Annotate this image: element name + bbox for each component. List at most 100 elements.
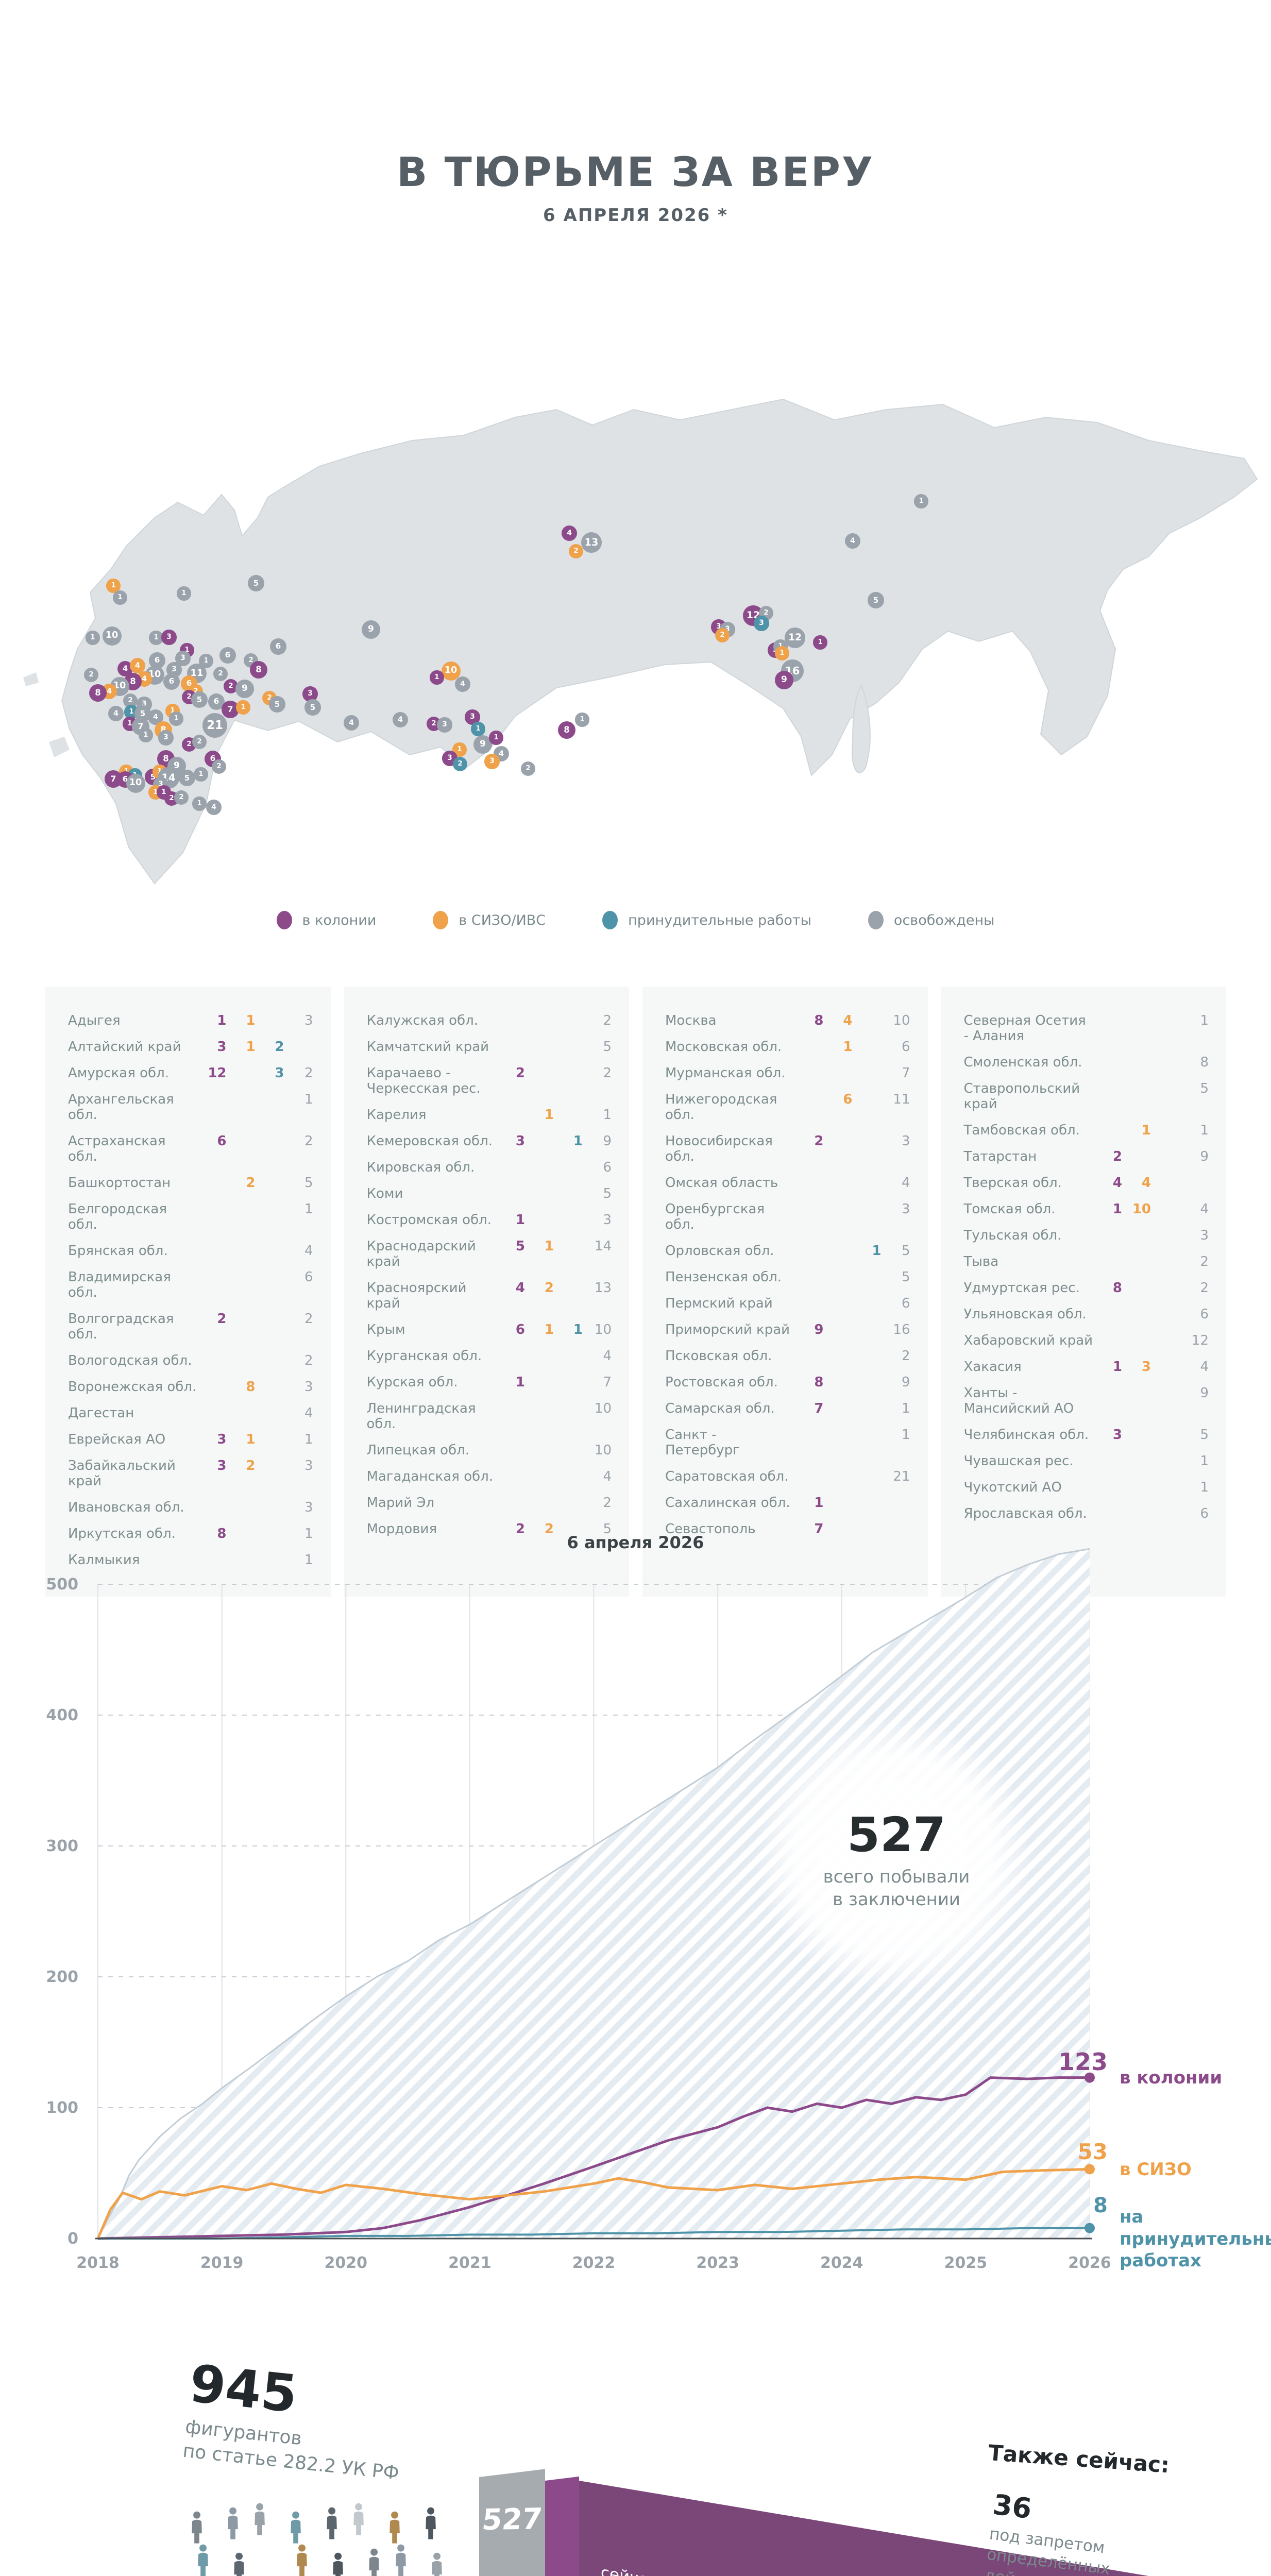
- map-marker: 5: [191, 691, 208, 708]
- svg-text:2019: 2019: [200, 2254, 244, 2272]
- region-count-c: 2: [515, 1065, 525, 1081]
- russia-silhouette: [23, 398, 1258, 885]
- table-row: Белгородская обл. 1: [68, 1196, 313, 1238]
- region-count-c: 1: [1112, 1359, 1122, 1375]
- map-marker: 3: [161, 630, 177, 645]
- region-count-r: 10: [594, 1321, 612, 1337]
- table-row: Ярославская обл. 6: [964, 1500, 1209, 1527]
- legend-item-released: освобождены: [868, 911, 994, 929]
- svg-text:100: 100: [46, 2099, 78, 2117]
- region-count-r: 9: [901, 1374, 910, 1390]
- region-count-s: 2: [246, 1458, 256, 1473]
- table-row: Воронежская обл. 8 3: [68, 1374, 313, 1400]
- region-count-r: 1: [1200, 1012, 1209, 1028]
- table-row: Владимирская обл. 6: [68, 1264, 313, 1306]
- colony-dot-icon: [276, 911, 292, 929]
- table-row: Волгоградская обл. 2 2: [68, 1306, 313, 1347]
- region-count-f: 1: [573, 1133, 583, 1149]
- region-count-r: 1: [304, 1201, 313, 1217]
- map-marker: 8: [557, 721, 576, 739]
- region-count-r: 3: [304, 1012, 313, 1028]
- table-row: Кировская обл. 6: [367, 1154, 612, 1180]
- region-name: Ивановская обл.: [68, 1499, 184, 1515]
- table-row: Челябинская обл. 3 5: [964, 1421, 1209, 1448]
- person-figure: [367, 2548, 381, 2576]
- table-row: Калмыкия 1: [68, 1547, 313, 1573]
- legend-item-forced: принудительные работы: [602, 911, 811, 929]
- map-marker: 2: [715, 628, 730, 643]
- table-row: Забайкальский край 3 2 3: [68, 1452, 313, 1494]
- map-marker: 2: [211, 759, 227, 774]
- table-row: Ставропольский край 5: [964, 1075, 1209, 1117]
- region-count-r: 7: [901, 1065, 910, 1081]
- region-name: Ленинградская обл.: [366, 1400, 476, 1432]
- table-row: Хакасия 1 3 4: [964, 1353, 1209, 1380]
- region-name: Омская область: [665, 1175, 778, 1191]
- region-count-s: 8: [246, 1379, 256, 1395]
- stat-defendants: 945 фигурантов по статье 282.2 УК РФ: [181, 2353, 409, 2486]
- region-count-r: 4: [1200, 1359, 1209, 1375]
- map-marker: 1: [575, 713, 589, 727]
- region-count-c: 2: [515, 1521, 525, 1537]
- map-marker: 12: [785, 628, 805, 648]
- legend-label: в СИЗО/ИВС: [459, 912, 546, 928]
- region-count-r: 1: [1200, 1122, 1209, 1138]
- region-count-s: 1: [544, 1321, 554, 1337]
- table-row: Адыгея 1 1 3: [68, 1007, 313, 1033]
- map-marker: 1: [177, 586, 191, 601]
- map-marker: 4: [206, 799, 222, 816]
- region-count-r: 4: [603, 1468, 612, 1484]
- table-row: Башкортостан 2 5: [68, 1170, 313, 1196]
- timeline-chart: 2018 2019 2020 2021 2022 2023 2024 2025 2026 0 100…: [46, 1548, 1111, 2272]
- series-label-forced: на принудительных работах: [1120, 2207, 1271, 2271]
- region-name: Санкт - Петербург: [665, 1427, 740, 1458]
- region-count-r: 5: [1200, 1080, 1209, 1096]
- region-name: Приморский край: [665, 1321, 790, 1337]
- map-marker: 11: [187, 663, 207, 684]
- region-count-c: 3: [217, 1039, 227, 1055]
- also-now-panel: Также сейчас: 36 под запретом определённы…: [983, 2440, 1225, 2576]
- table-row: Брянская обл. 4: [68, 1238, 313, 1264]
- segment-label-colony: сейчас в колонии: [601, 2562, 686, 2576]
- region-count-r: 9: [1200, 1385, 1209, 1401]
- regions-column: Адыгея 1 1 3 Алтайский край 3 1 2 Амурская обл. 1…: [45, 987, 331, 1597]
- region-count-f: 1: [872, 1243, 882, 1259]
- region-name: Краснодарский край: [366, 1238, 476, 1269]
- region-count-c: 1: [814, 1495, 824, 1511]
- region-name: Нижегородская обл.: [665, 1091, 777, 1123]
- person-figure: [387, 2511, 402, 2544]
- region-count-r: 5: [1200, 1427, 1209, 1443]
- region-count-s: 2: [544, 1280, 554, 1296]
- svg-text:300: 300: [46, 1837, 78, 1855]
- region-name: Воронежская обл.: [68, 1379, 197, 1395]
- table-row: Алтайский край 3 1 2: [68, 1033, 313, 1060]
- person-figure: [196, 2544, 210, 2576]
- region-count-s: 1: [544, 1238, 554, 1254]
- region-count-r: 13: [594, 1280, 612, 1296]
- page-title: В ТЮРЬМЕ ЗА ВЕРУ: [396, 149, 875, 196]
- region-name: Московская обл.: [665, 1039, 782, 1055]
- table-row: Дагестан 4: [68, 1400, 313, 1426]
- table-row: Архангельская обл. 1: [68, 1086, 313, 1128]
- map-legend: в колонии в СИЗО/ИВС принудительные работы…: [0, 911, 1271, 929]
- region-name: Костромская обл.: [366, 1212, 492, 1228]
- table-row: Ульяновская обл. 6: [964, 1301, 1209, 1327]
- region-name: Брянская обл.: [68, 1243, 168, 1259]
- map-marker: 4: [343, 715, 360, 731]
- region-count-c: 12: [208, 1065, 227, 1081]
- region-count-r: 10: [893, 1012, 910, 1028]
- table-row: Магаданская обл. 4: [367, 1463, 612, 1489]
- region-count-r: 8: [1200, 1054, 1209, 1070]
- table-row: Мордовия 2 2 5: [367, 1516, 612, 1542]
- table-row: Вологодская обл. 2: [68, 1347, 313, 1374]
- region-name: Иркутская обл.: [68, 1526, 176, 1541]
- svg-text:2023: 2023: [696, 2254, 739, 2272]
- table-row: Мурманская обл. 7: [665, 1060, 910, 1086]
- also-now-heading: Также сейчас:: [987, 2440, 1171, 2478]
- table-row: Кемеровская обл. 3 1 9: [367, 1128, 612, 1154]
- region-count-f: 3: [275, 1065, 284, 1081]
- table-row: Татарстан 2 9: [964, 1143, 1209, 1170]
- region-count-r: 5: [901, 1269, 910, 1285]
- table-row: Коми 5: [367, 1180, 612, 1207]
